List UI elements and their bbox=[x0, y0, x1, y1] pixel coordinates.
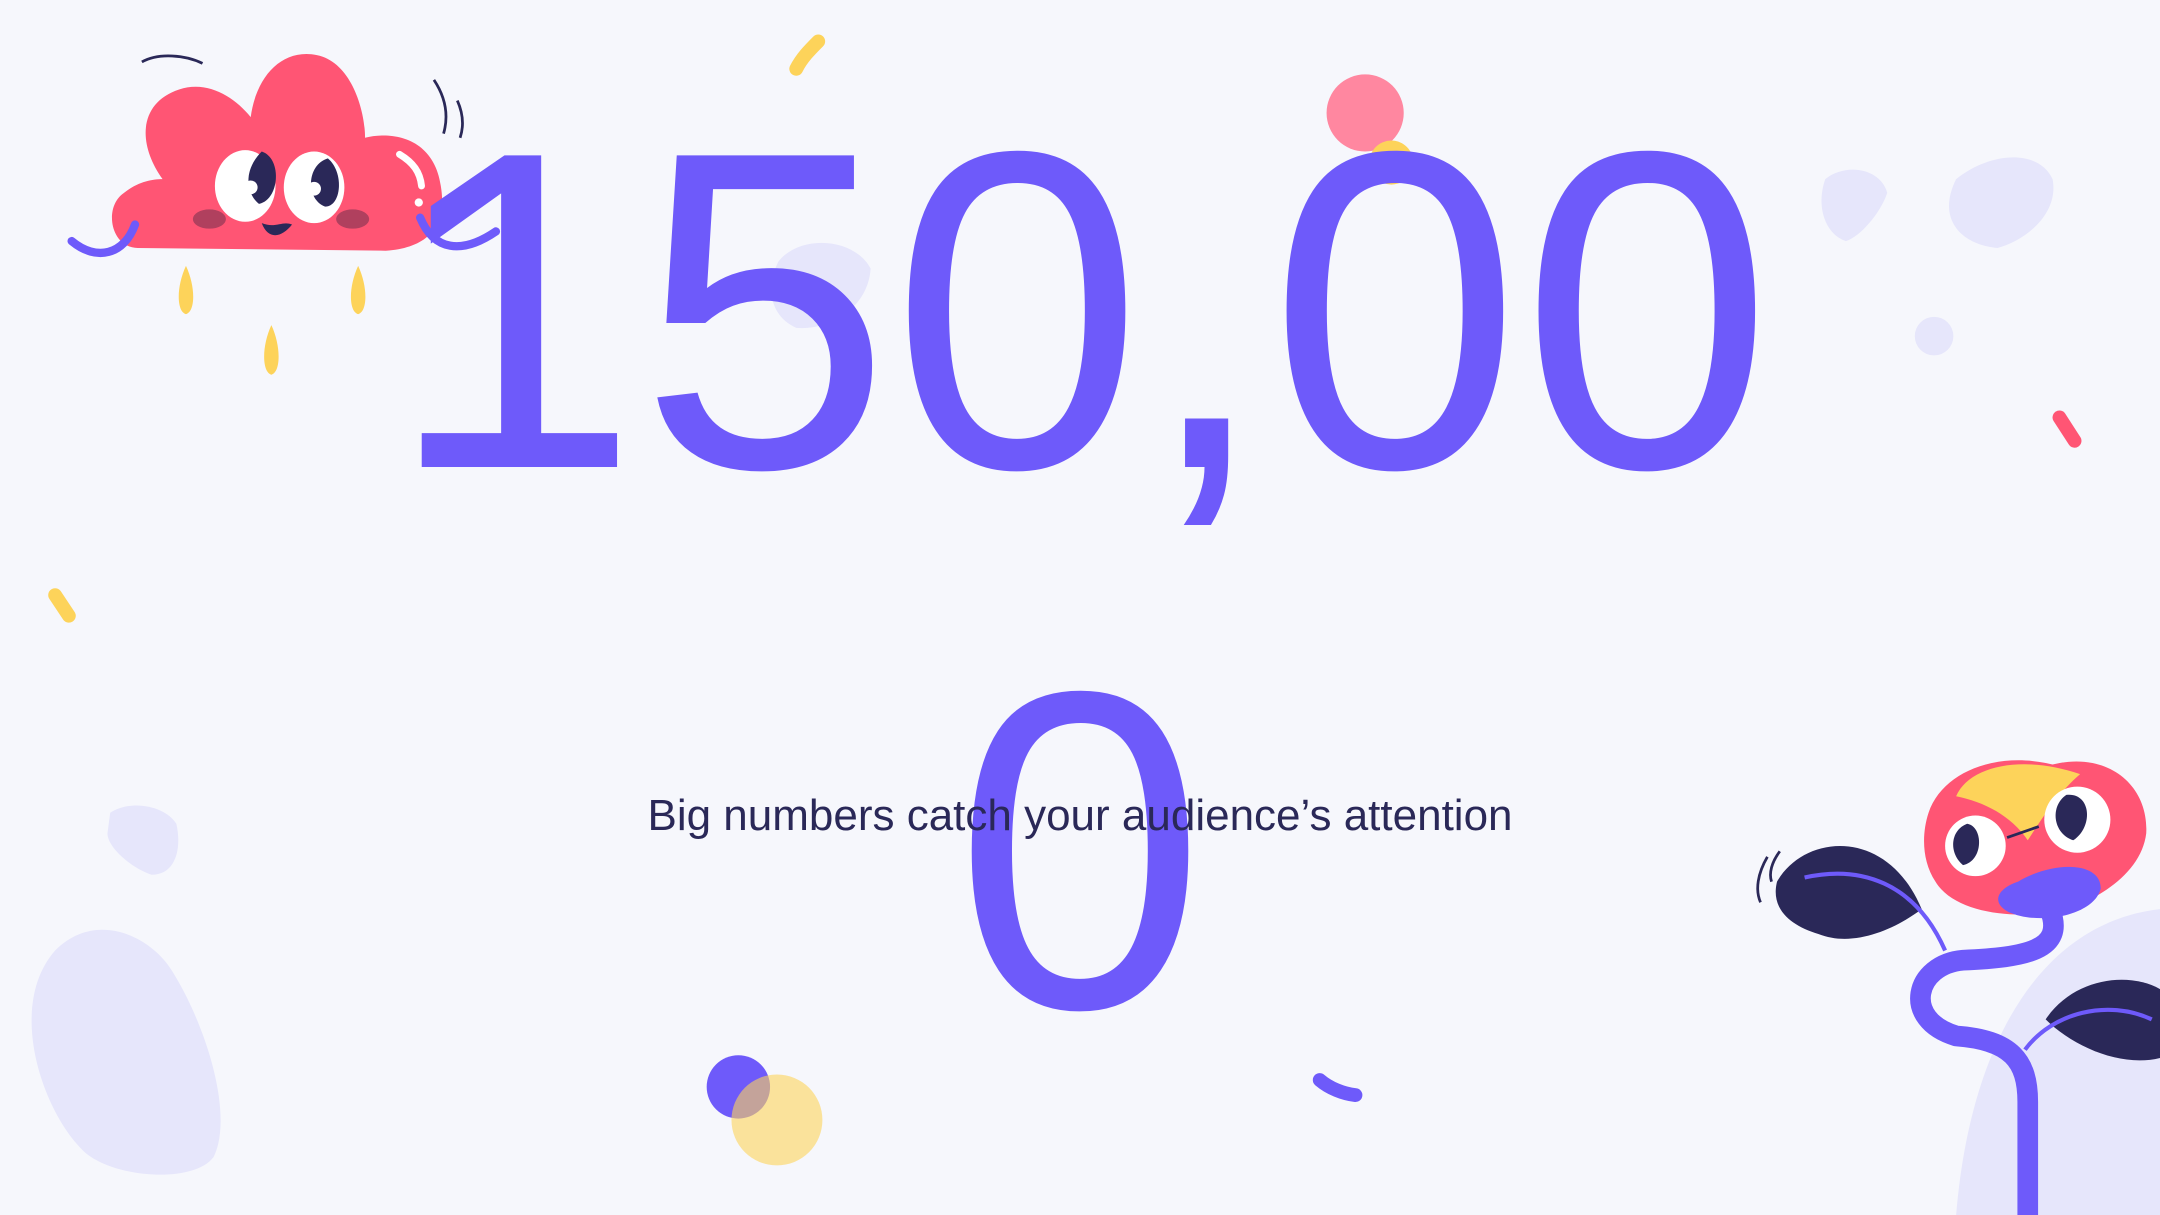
confetti bbox=[48, 34, 2082, 1103]
big-number: 150,000 bbox=[387, 57, 1773, 1103]
cloud-character-illustration bbox=[67, 54, 501, 375]
sprout-character-illustration bbox=[1756, 760, 2160, 1215]
dots bbox=[706, 74, 1414, 1166]
subtitle: Big numbers catch your audience’s attent… bbox=[647, 791, 1513, 840]
